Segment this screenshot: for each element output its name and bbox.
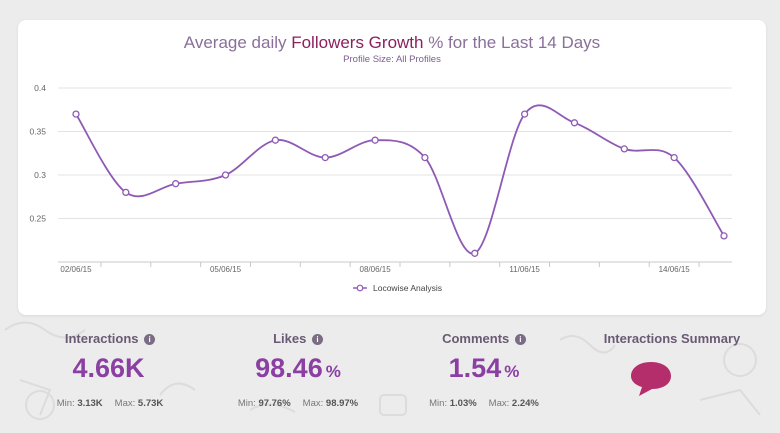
legend-marker xyxy=(356,284,364,292)
x-tick-label: 08/06/15 xyxy=(360,265,392,274)
y-tick-label: 0.35 xyxy=(29,127,46,137)
stat-value: 1.54% xyxy=(448,353,520,383)
y-tick-label: 0.3 xyxy=(34,170,46,180)
stat-label: Interactions i xyxy=(15,330,205,348)
data-point xyxy=(172,180,180,188)
chart-subtitle: Profile Size: All Profiles xyxy=(343,54,441,65)
stat-minmax: Min: 1.03% Max: 2.24% xyxy=(429,398,539,409)
data-point xyxy=(371,136,379,144)
stat-value: 98.46% xyxy=(255,353,341,383)
x-tick-label: 11/06/15 xyxy=(509,265,540,274)
info-icon[interactable]: i xyxy=(144,334,156,345)
data-point xyxy=(570,119,579,127)
data-point xyxy=(72,110,80,118)
series-line xyxy=(75,104,725,255)
interactions-summary[interactable]: Interactions Summary xyxy=(577,330,767,396)
summary-label: Interactions Summary xyxy=(603,331,741,346)
chart-title: Average daily Followers Growth % for the… xyxy=(183,33,601,52)
stat-likes: Likes i 98.46% Min: 97.76% Max: 98.97% xyxy=(203,330,393,409)
info-icon[interactable]: i xyxy=(514,334,526,345)
stat-comments: Comments i 1.54% Min: 1.03% Max: 2.24% xyxy=(389,330,579,409)
y-tick-label: 0.25 xyxy=(29,214,46,224)
info-icon[interactable]: i xyxy=(311,334,323,345)
stat-minmax: Min: 97.76% Max: 98.97% xyxy=(237,398,359,409)
chart-card: Average daily Followers Growth % for the… xyxy=(18,20,766,315)
legend-label: Locowise Analysis xyxy=(373,283,442,293)
stat-interactions: Interactions i 4.66K Min: 3.13K Max: 5.73… xyxy=(15,330,205,409)
x-tick-label: 02/06/15 xyxy=(60,265,92,274)
data-point xyxy=(122,188,130,197)
data-point xyxy=(471,249,479,257)
stat-minmax: Min: 3.13K Max: 5.73K xyxy=(56,398,164,409)
data-point xyxy=(670,153,678,162)
stat-label: Comments i xyxy=(389,330,579,348)
stat-value: 4.66K xyxy=(72,353,145,383)
data-point xyxy=(520,110,529,118)
data-point xyxy=(221,171,230,179)
data-point xyxy=(620,145,628,153)
x-tick-label: 05/06/15 xyxy=(210,265,242,274)
data-point xyxy=(421,153,429,162)
data-point xyxy=(321,153,329,162)
data-point xyxy=(271,136,280,144)
stats-row: Interactions i 4.66K Min: 3.13K Max: 5.73… xyxy=(0,330,780,430)
stat-label: Likes i xyxy=(203,330,393,348)
data-point xyxy=(720,232,728,240)
line-chart: 0.25 0.3 0.35 0.4 02/06/15 05/06/15 08/06/15 11… xyxy=(29,83,732,293)
x-tick-label: 14/06/15 xyxy=(659,265,691,274)
y-tick-label: 0.4 xyxy=(34,83,46,93)
speech-bubble-icon[interactable] xyxy=(629,360,673,398)
